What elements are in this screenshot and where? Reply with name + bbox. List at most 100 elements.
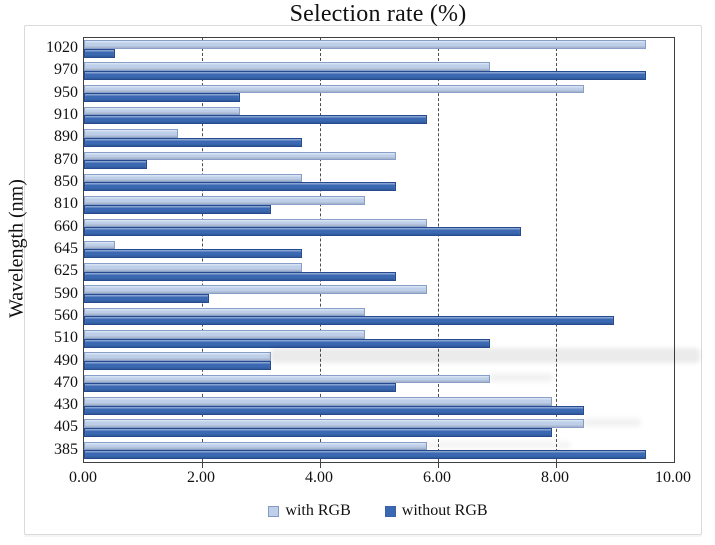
y-axis-labels: 1020 970 950 910 890 870 850 810 660 645 625 590 560…	[38, 37, 78, 461]
x-tick-mark	[320, 463, 321, 468]
bar-without-rgb-590	[84, 293, 210, 303]
y-tick-label: 645	[54, 239, 78, 257]
x-axis-labels: 0.00 2.00 4.00 6.00 8.00 10.00	[69, 469, 691, 489]
bar-group-560	[84, 306, 674, 328]
bar-group-490	[84, 350, 674, 372]
bar-with-rgb-1020	[84, 40, 646, 49]
bar-group-510	[84, 328, 674, 350]
x-tick-label: 8.00	[541, 469, 569, 486]
bar-group-430	[84, 395, 674, 417]
bar-with-rgb-950	[84, 84, 584, 94]
bar-with-rgb-385	[84, 441, 428, 451]
legend-label: with RGB	[285, 502, 351, 519]
bar-without-rgb-510	[84, 338, 490, 348]
bar-group-660	[84, 217, 674, 239]
bar-without-rgb-490	[84, 360, 272, 370]
plot-area	[83, 37, 675, 468]
bar-without-rgb-970	[84, 70, 646, 80]
bar-group-625	[84, 261, 674, 283]
bar-with-rgb-850	[84, 173, 303, 183]
x-tick-mark	[438, 463, 439, 468]
bar-group-910	[84, 105, 674, 127]
x-axis-ticks	[84, 463, 674, 469]
y-tick-label: 405	[54, 418, 78, 436]
bar-with-rgb-510	[84, 330, 365, 339]
bar-with-rgb-590	[84, 285, 428, 294]
bar-group-470	[84, 373, 674, 395]
bar-without-rgb-890	[84, 137, 303, 147]
bar-with-rgb-430	[84, 397, 553, 406]
bar-with-rgb-470	[84, 374, 490, 384]
chart-title: Selection rate (%)	[289, 1, 467, 27]
x-tick-label: 2.00	[187, 469, 215, 486]
y-tick-label: 430	[54, 396, 78, 414]
x-tick-label: 4.00	[305, 469, 333, 486]
bar-with-rgb-660	[84, 218, 428, 227]
y-tick-label: 490	[54, 351, 78, 369]
bar-with-rgb-910	[84, 106, 241, 116]
y-tick-label: 810	[54, 195, 78, 213]
y-tick-label: 470	[54, 373, 78, 391]
bar-without-rgb-470	[84, 383, 397, 393]
legend-label: without RGB	[401, 502, 488, 519]
x-tick-mark	[202, 463, 203, 468]
y-tick-label: 950	[54, 83, 78, 101]
bar-without-rgb-870	[84, 160, 147, 170]
x-tick-label: 0.00	[69, 469, 97, 486]
bar-group-405	[84, 417, 674, 439]
bar-group-870	[84, 150, 674, 172]
bar-without-rgb-850	[84, 182, 397, 192]
bar-with-rgb-810	[84, 196, 365, 205]
y-tick-label: 660	[54, 217, 78, 235]
y-tick-label: 890	[54, 128, 78, 146]
legend-swatch	[384, 505, 396, 517]
bar-group-385	[84, 440, 674, 462]
y-tick-label: 385	[54, 440, 78, 458]
x-tick-mark	[556, 463, 557, 468]
x-tick-label: 10.00	[655, 469, 691, 486]
bar-without-rgb-950	[84, 93, 241, 103]
bar-with-rgb-625	[84, 263, 303, 272]
bar-without-rgb-810	[84, 204, 272, 214]
plot-rows	[84, 38, 674, 462]
legend-swatch	[268, 505, 280, 517]
bar-without-rgb-385	[84, 450, 646, 460]
y-tick-label: 560	[54, 306, 78, 324]
bar-with-rgb-490	[84, 352, 272, 361]
y-tick-label: 510	[54, 329, 78, 347]
y-tick-label: 625	[54, 262, 78, 280]
bar-with-rgb-405	[84, 419, 584, 428]
x-tick-label: 6.00	[423, 469, 451, 486]
bar-without-rgb-910	[84, 115, 428, 125]
bar-without-rgb-1020	[84, 48, 116, 58]
bar-without-rgb-660	[84, 227, 522, 236]
y-tick-label: 590	[54, 284, 78, 302]
y-tick-label: 870	[54, 150, 78, 168]
bar-with-rgb-970	[84, 62, 490, 71]
bar-group-970	[84, 60, 674, 82]
bar-group-810	[84, 194, 674, 216]
bar-group-850	[84, 172, 674, 194]
bar-without-rgb-645	[84, 249, 303, 259]
gridline	[556, 38, 557, 462]
bar-with-rgb-870	[84, 151, 397, 161]
bar-with-rgb-560	[84, 307, 365, 317]
bar-with-rgb-890	[84, 129, 178, 138]
y-tick-label: 910	[54, 106, 78, 124]
bar-without-rgb-430	[84, 405, 584, 415]
bar-without-rgb-560	[84, 316, 615, 326]
bar-group-645	[84, 239, 674, 261]
legend-item-with-rgb: with RGB	[268, 502, 351, 520]
y-axis-title: Wavelength (nm)	[5, 179, 28, 319]
legend-item-without-rgb: without RGB	[384, 502, 488, 520]
bar-group-590	[84, 283, 674, 305]
bar-without-rgb-625	[84, 271, 397, 281]
bar-group-950	[84, 83, 674, 105]
gridline	[320, 38, 321, 462]
bar-with-rgb-645	[84, 240, 116, 250]
legend: with RGB without RGB	[83, 502, 673, 520]
bar-group-1020	[84, 38, 674, 60]
y-tick-label: 1020	[46, 39, 78, 57]
y-tick-label: 850	[54, 173, 78, 191]
